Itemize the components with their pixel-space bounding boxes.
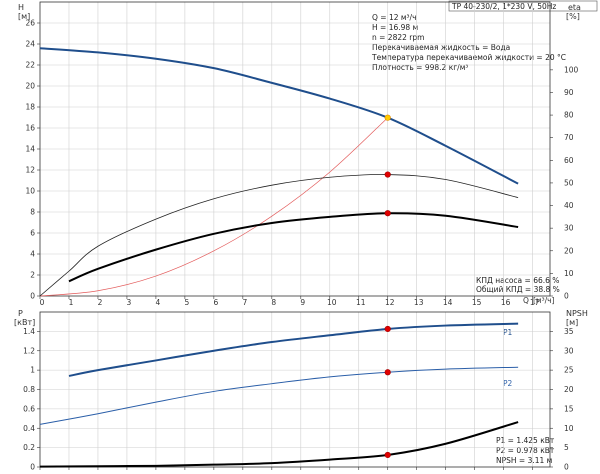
bottom-right-tick-label: 0 (564, 463, 569, 472)
bottom-series-2-line (39, 421, 519, 468)
top-right-axis-unit: [%] (566, 12, 580, 21)
x-tick-label: 6 (213, 298, 218, 307)
top-right-tick-label: 0 (564, 292, 569, 301)
x-tick-label: 12 (385, 298, 395, 307)
x-tick-label: 14 (443, 298, 453, 307)
top-left-tick-label: 14 (25, 145, 35, 154)
bottom-left-tick-label: 1.4 (23, 327, 35, 336)
bottom-left-tick-label: 0.4 (23, 424, 35, 433)
top-duty-point-2 (384, 210, 391, 217)
bottom-right-tick-label: 35 (564, 327, 574, 336)
top-right-tick-label: 20 (564, 246, 574, 255)
x-tick-label: 8 (271, 298, 276, 307)
x-tick-label: 0 (40, 298, 45, 307)
top-left-tick-label: 26 (25, 19, 35, 28)
bottom-right-tick-label: 25 (564, 366, 574, 375)
x-tick-label: 11 (356, 298, 366, 307)
p1-value-label: P1 = 1.425 кВт (496, 436, 555, 445)
bottom-left-tick-label: 1 (30, 366, 35, 375)
top-left-axis-unit: [м] (18, 12, 30, 21)
bottom-left-tick-label: 1.2 (23, 346, 35, 355)
bottom-left-tick-label: 0 (30, 463, 35, 472)
duty-temperature: Температура перекачиваемой жидкости = 20… (371, 53, 566, 62)
top-left-tick-label: 18 (25, 103, 35, 112)
x-tick-label: 9 (300, 298, 305, 307)
pump-efficiency-label: КПД насоса = 66.6 % (476, 276, 559, 285)
bottom-duty-point-0 (384, 325, 391, 333)
top-left-tick-label: 10 (25, 187, 35, 196)
bottom-right-tick-label: 15 (564, 404, 574, 413)
top-right-axis-title: eta (568, 3, 581, 12)
bottom-duty-point-2 (384, 451, 391, 459)
duty-n: n = 2822 rpm (372, 33, 424, 42)
top-right-tick-label: 60 (564, 156, 574, 165)
bottom-right-tick-label: 20 (564, 385, 574, 394)
top-series-3-line (68, 212, 519, 283)
top-right-tick-label: 30 (564, 224, 574, 233)
top-right-tick-label: 40 (564, 201, 574, 210)
top-duty-point-1 (384, 171, 391, 178)
bottom-right-axis-title: NPSH (566, 309, 588, 318)
x-tick-label: 4 (156, 298, 161, 307)
bottom-right-tick-label: 5 (564, 443, 569, 452)
top-duty-point-0 (384, 114, 391, 121)
top-series-1-line (39, 117, 388, 297)
bottom-right-tick-label: 10 (564, 424, 574, 433)
x-tick-label: 2 (98, 298, 103, 307)
bottom-duty-point-1 (384, 369, 391, 376)
top-left-tick-label: 2 (30, 271, 35, 280)
duty-density: Плотность = 998.2 кг/м³ (372, 63, 468, 72)
duty-q: Q = 12 м³/ч (372, 13, 417, 22)
x-tick-label: 10 (327, 298, 337, 307)
top-left-tick-label: 0 (30, 292, 35, 301)
bottom-right-axis-unit: [м] (566, 318, 578, 327)
x-tick-label: 13 (414, 298, 424, 307)
x-tick-label: 15 (472, 298, 482, 307)
bottom-series-1-line (39, 366, 519, 425)
top-left-tick-label: 20 (25, 82, 35, 91)
x-axis-unit: [м³/ч] (533, 296, 555, 305)
top-left-tick-label: 4 (30, 250, 35, 259)
top-right-tick-label: 80 (564, 111, 574, 120)
npsh-value-label: NPSH = 3.11 м (496, 456, 552, 465)
duty-h: H = 16.98 м (372, 23, 418, 32)
bottom-series-0-line (68, 322, 519, 377)
plot-layer: 0246810121416182022242601020304050607080… (23, 1, 579, 472)
x-tick-label: 3 (127, 298, 132, 307)
model-label-box (448, 0, 598, 12)
x-axis-title: Q (523, 296, 529, 305)
top-right-tick-label: 10 (564, 269, 574, 278)
series-label-p2: P2 (503, 379, 513, 388)
series-label-p1: P1 (503, 328, 513, 337)
bottom-left-axis-unit: [кВт] (14, 318, 35, 327)
bottom-left-tick-label: 0.6 (23, 404, 35, 413)
top-right-tick-label: 70 (564, 133, 574, 142)
top-series-2-line (39, 174, 519, 297)
x-tick-label: 7 (242, 298, 247, 307)
bottom-left-tick-label: 0.2 (23, 443, 35, 452)
top-series-0-line (39, 47, 519, 185)
top-right-tick-label: 50 (564, 178, 574, 187)
top-left-tick-label: 6 (30, 229, 35, 238)
top-left-tick-label: 22 (25, 61, 35, 70)
top-left-tick-label: 16 (25, 124, 35, 133)
top-right-tick-label: 90 (564, 88, 574, 97)
duty-liquid: Перекачиваемая жидкость = Вода (372, 43, 510, 52)
x-tick-label: 16 (501, 298, 511, 307)
bottom-left-axis-title: P (18, 309, 23, 318)
top-left-tick-label: 12 (25, 166, 35, 175)
p2-value-label: P2 = 0.978 кВт (496, 446, 555, 455)
total-efficiency-label: Общий КПД = 38.8 % (476, 285, 560, 294)
x-tick-label: 17 (530, 298, 540, 307)
x-tick-label: 1 (69, 298, 74, 307)
bottom-left-tick-label: 0.8 (23, 385, 35, 394)
top-left-axis-title: H (18, 3, 24, 12)
x-tick-label: 5 (184, 298, 189, 307)
top-left-tick-label: 8 (30, 208, 35, 217)
bottom-right-tick-label: 30 (564, 346, 574, 355)
top-right-tick-label: 100 (564, 65, 579, 74)
top-left-tick-label: 24 (25, 40, 35, 49)
